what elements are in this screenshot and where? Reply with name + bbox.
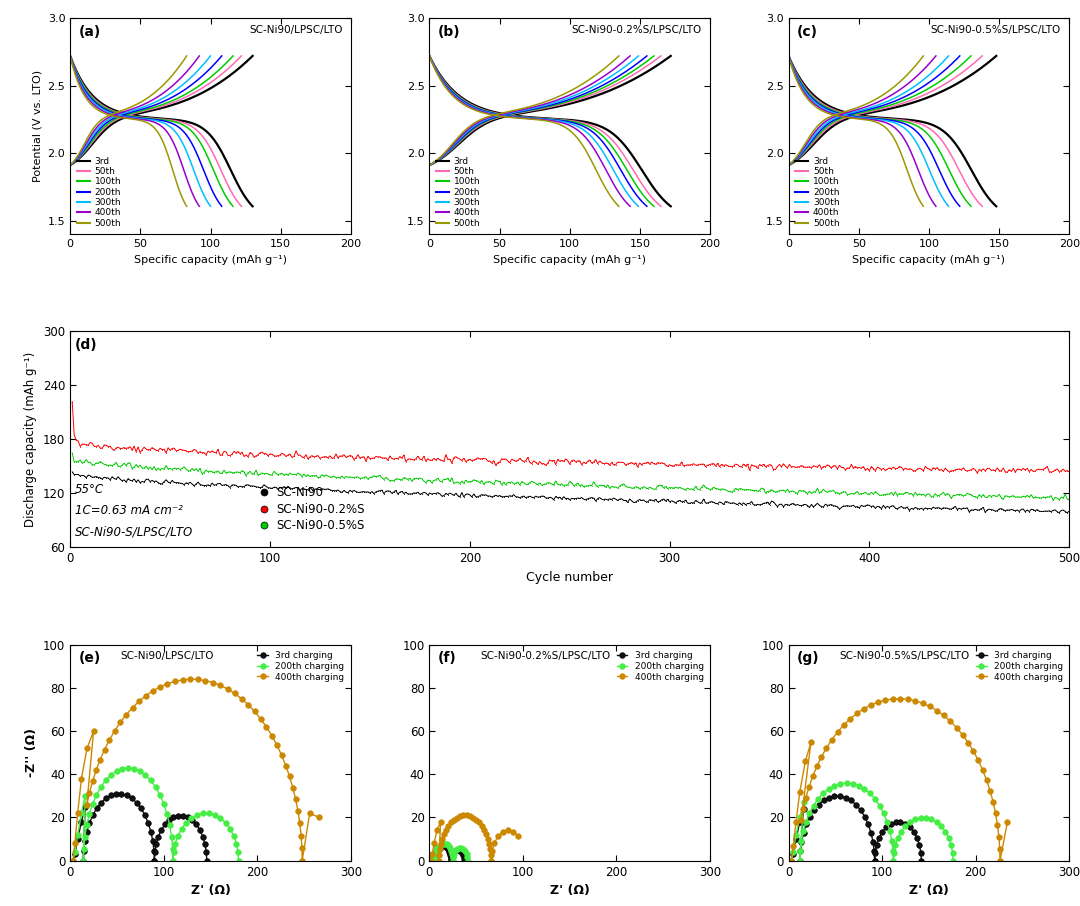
Text: SC-Ni90-0.2%S/LPSC/LTO: SC-Ni90-0.2%S/LPSC/LTO (571, 24, 702, 34)
Legend: 3rd charging, 200th charging, 400th charging: 3rd charging, 200th charging, 400th char… (974, 650, 1065, 683)
X-axis label: Specific capacity (mAh g⁻¹): Specific capacity (mAh g⁻¹) (134, 255, 287, 265)
X-axis label: Specific capacity (mAh g⁻¹): Specific capacity (mAh g⁻¹) (494, 255, 646, 265)
Legend: 3rd, 50th, 100th, 200th, 300th, 400th, 500th: 3rd, 50th, 100th, 200th, 300th, 400th, 5… (434, 155, 482, 229)
Text: SC-Ni90-0.2%S/LPSC/LTO: SC-Ni90-0.2%S/LPSC/LTO (480, 651, 610, 661)
Text: (g): (g) (797, 651, 820, 665)
Y-axis label: -Z'' (Ω): -Z'' (Ω) (25, 728, 38, 777)
Text: SC-Ni90-0.5%S/LPSC/LTO: SC-Ni90-0.5%S/LPSC/LTO (931, 24, 1061, 34)
Text: SC-Ni90/LPSC/LTO: SC-Ni90/LPSC/LTO (248, 24, 342, 34)
Y-axis label: Discharge capacity (mAh g⁻¹): Discharge capacity (mAh g⁻¹) (25, 352, 38, 527)
Legend: SC-Ni90, SC-Ni90-0.2%S, SC-Ni90-0.5%S: SC-Ni90, SC-Ni90-0.2%S, SC-Ni90-0.5%S (256, 482, 369, 537)
Text: 55°C: 55°C (76, 483, 105, 496)
Legend: 3rd, 50th, 100th, 200th, 300th, 400th, 500th: 3rd, 50th, 100th, 200th, 300th, 400th, 5… (793, 155, 841, 229)
X-axis label: Cycle number: Cycle number (526, 571, 613, 583)
Text: SC-Ni90-S/LPSC/LTO: SC-Ni90-S/LPSC/LTO (76, 525, 193, 539)
Legend: 3rd charging, 200th charging, 400th charging: 3rd charging, 200th charging, 400th char… (615, 650, 705, 683)
Text: 1C=0.63 mA cm⁻²: 1C=0.63 mA cm⁻² (76, 504, 184, 517)
Text: (b): (b) (437, 24, 460, 39)
X-axis label: Specific capacity (mAh g⁻¹): Specific capacity (mAh g⁻¹) (852, 255, 1005, 265)
Legend: 3rd charging, 200th charging, 400th charging: 3rd charging, 200th charging, 400th char… (256, 650, 347, 683)
X-axis label: Z' (Ω): Z' (Ω) (909, 884, 949, 897)
X-axis label: Z' (Ω): Z' (Ω) (550, 884, 590, 897)
X-axis label: Z' (Ω): Z' (Ω) (190, 884, 230, 897)
Text: SC-Ni90-0.5%S/LPSC/LTO: SC-Ni90-0.5%S/LPSC/LTO (839, 651, 970, 661)
Text: (c): (c) (797, 24, 818, 39)
Text: (d): (d) (76, 338, 98, 352)
Text: (f): (f) (437, 651, 457, 665)
Y-axis label: Potential (V vs. LTO): Potential (V vs. LTO) (32, 70, 42, 182)
Legend: 3rd, 50th, 100th, 200th, 300th, 400th, 500th: 3rd, 50th, 100th, 200th, 300th, 400th, 5… (75, 155, 123, 229)
Text: (e): (e) (79, 651, 100, 665)
Text: (a): (a) (79, 24, 100, 39)
Text: SC-Ni90/LPSC/LTO: SC-Ni90/LPSC/LTO (121, 651, 214, 661)
